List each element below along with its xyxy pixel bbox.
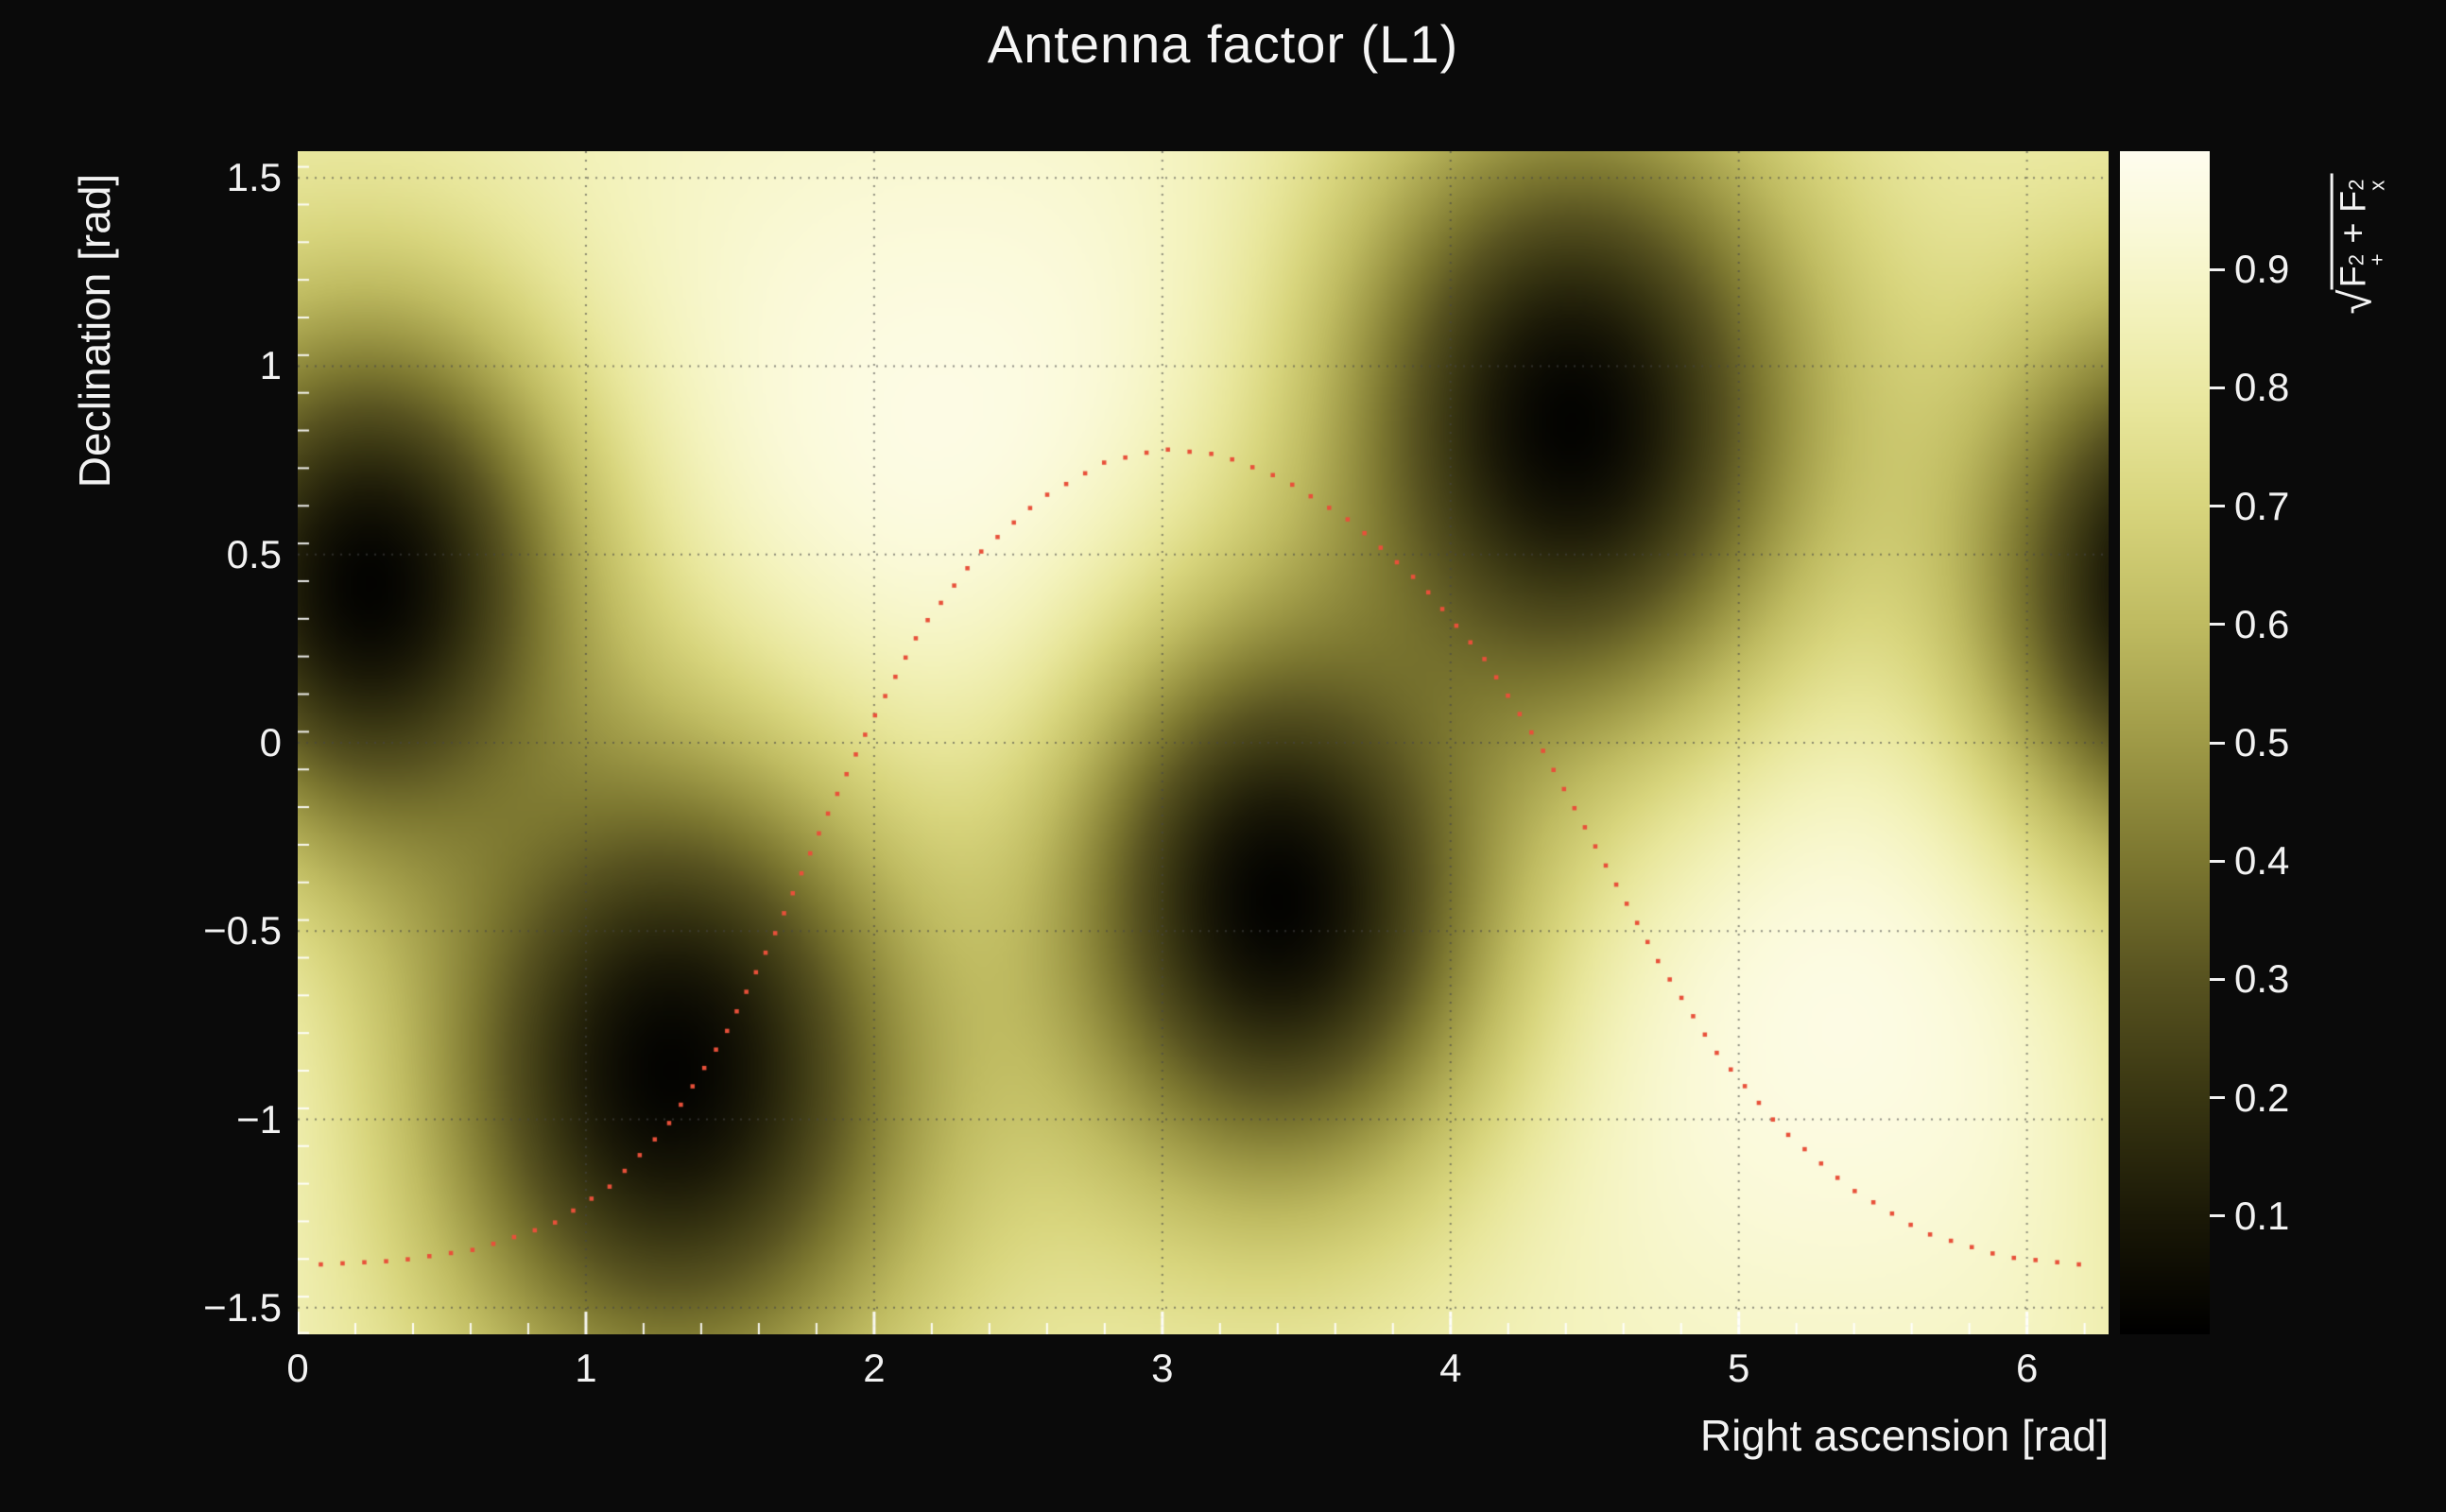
y-tick-label: −1.5: [203, 1284, 282, 1330]
y-axis-label: Declination [rad]: [70, 173, 119, 489]
colorbar-tick-label: 0.1: [2234, 1193, 2290, 1238]
colorbar-tick-mark: [2210, 505, 2225, 508]
colorbar-tick-label: 0.7: [2234, 483, 2290, 528]
colorbar-tick-label: 0.3: [2234, 956, 2290, 1002]
x-tick-label: 4: [1439, 1346, 1462, 1390]
x-tick-label: 0: [286, 1346, 309, 1390]
y-tick-label: 1: [259, 343, 282, 388]
f-cross-base: F: [2334, 190, 2374, 213]
x-tick-label: 1: [575, 1346, 597, 1390]
colorbar-tick-mark: [2210, 623, 2225, 627]
x-tick-label: 5: [1728, 1346, 1750, 1390]
f-plus-scripts: 2 +: [2344, 253, 2389, 266]
colorbar-tick-mark: [2210, 1214, 2225, 1218]
colorbar-tick-mark: [2210, 859, 2225, 863]
f-cross-sup: 2: [2344, 179, 2368, 191]
y-tick-label: −0.5: [203, 908, 282, 954]
colorbar-tick-label: 0.8: [2234, 365, 2290, 410]
y-tick-label: 1.5: [226, 155, 282, 200]
y-tick-label: 0: [259, 720, 282, 765]
f-cross-sub: x: [2365, 180, 2389, 191]
colorbar-tick-mark: [2210, 741, 2225, 745]
colorbar-tick-label: 0.6: [2234, 601, 2290, 646]
colorbar-tick-mark: [2210, 977, 2225, 981]
x-tick-label: 6: [2015, 1346, 2039, 1390]
colorbar-tick-mark: [2210, 386, 2225, 389]
x-tick-label: 2: [863, 1346, 886, 1390]
f-plus-sup: 2: [2344, 253, 2368, 266]
colorbar-tick-label: 0.4: [2234, 838, 2290, 884]
heatmap-canvas: [298, 151, 2109, 1334]
sqrt-symbol: √: [2331, 289, 2382, 315]
chart-title: Antenna factor (L1): [987, 14, 1459, 74]
y-tick-label: 0.5: [226, 531, 282, 576]
colorbar-tick-mark: [2210, 1096, 2225, 1100]
y-tick-label: −1: [236, 1096, 282, 1142]
f-plus-sub: +: [2365, 253, 2389, 266]
f-plus-base: F: [2334, 266, 2374, 288]
colorbar-tick-label: 0.9: [2234, 247, 2290, 292]
plus-operator: +: [2334, 213, 2374, 254]
colorbar-tick-label: 0.5: [2234, 720, 2290, 765]
colorbar-tick-label: 0.2: [2234, 1074, 2290, 1120]
colorbar-gradient: [2120, 151, 2210, 1334]
colorbar-tick-mark: [2210, 267, 2225, 271]
x-axis-label: Right ascension [rad]: [1699, 1411, 2109, 1460]
x-tick-label: 3: [1151, 1346, 1174, 1390]
